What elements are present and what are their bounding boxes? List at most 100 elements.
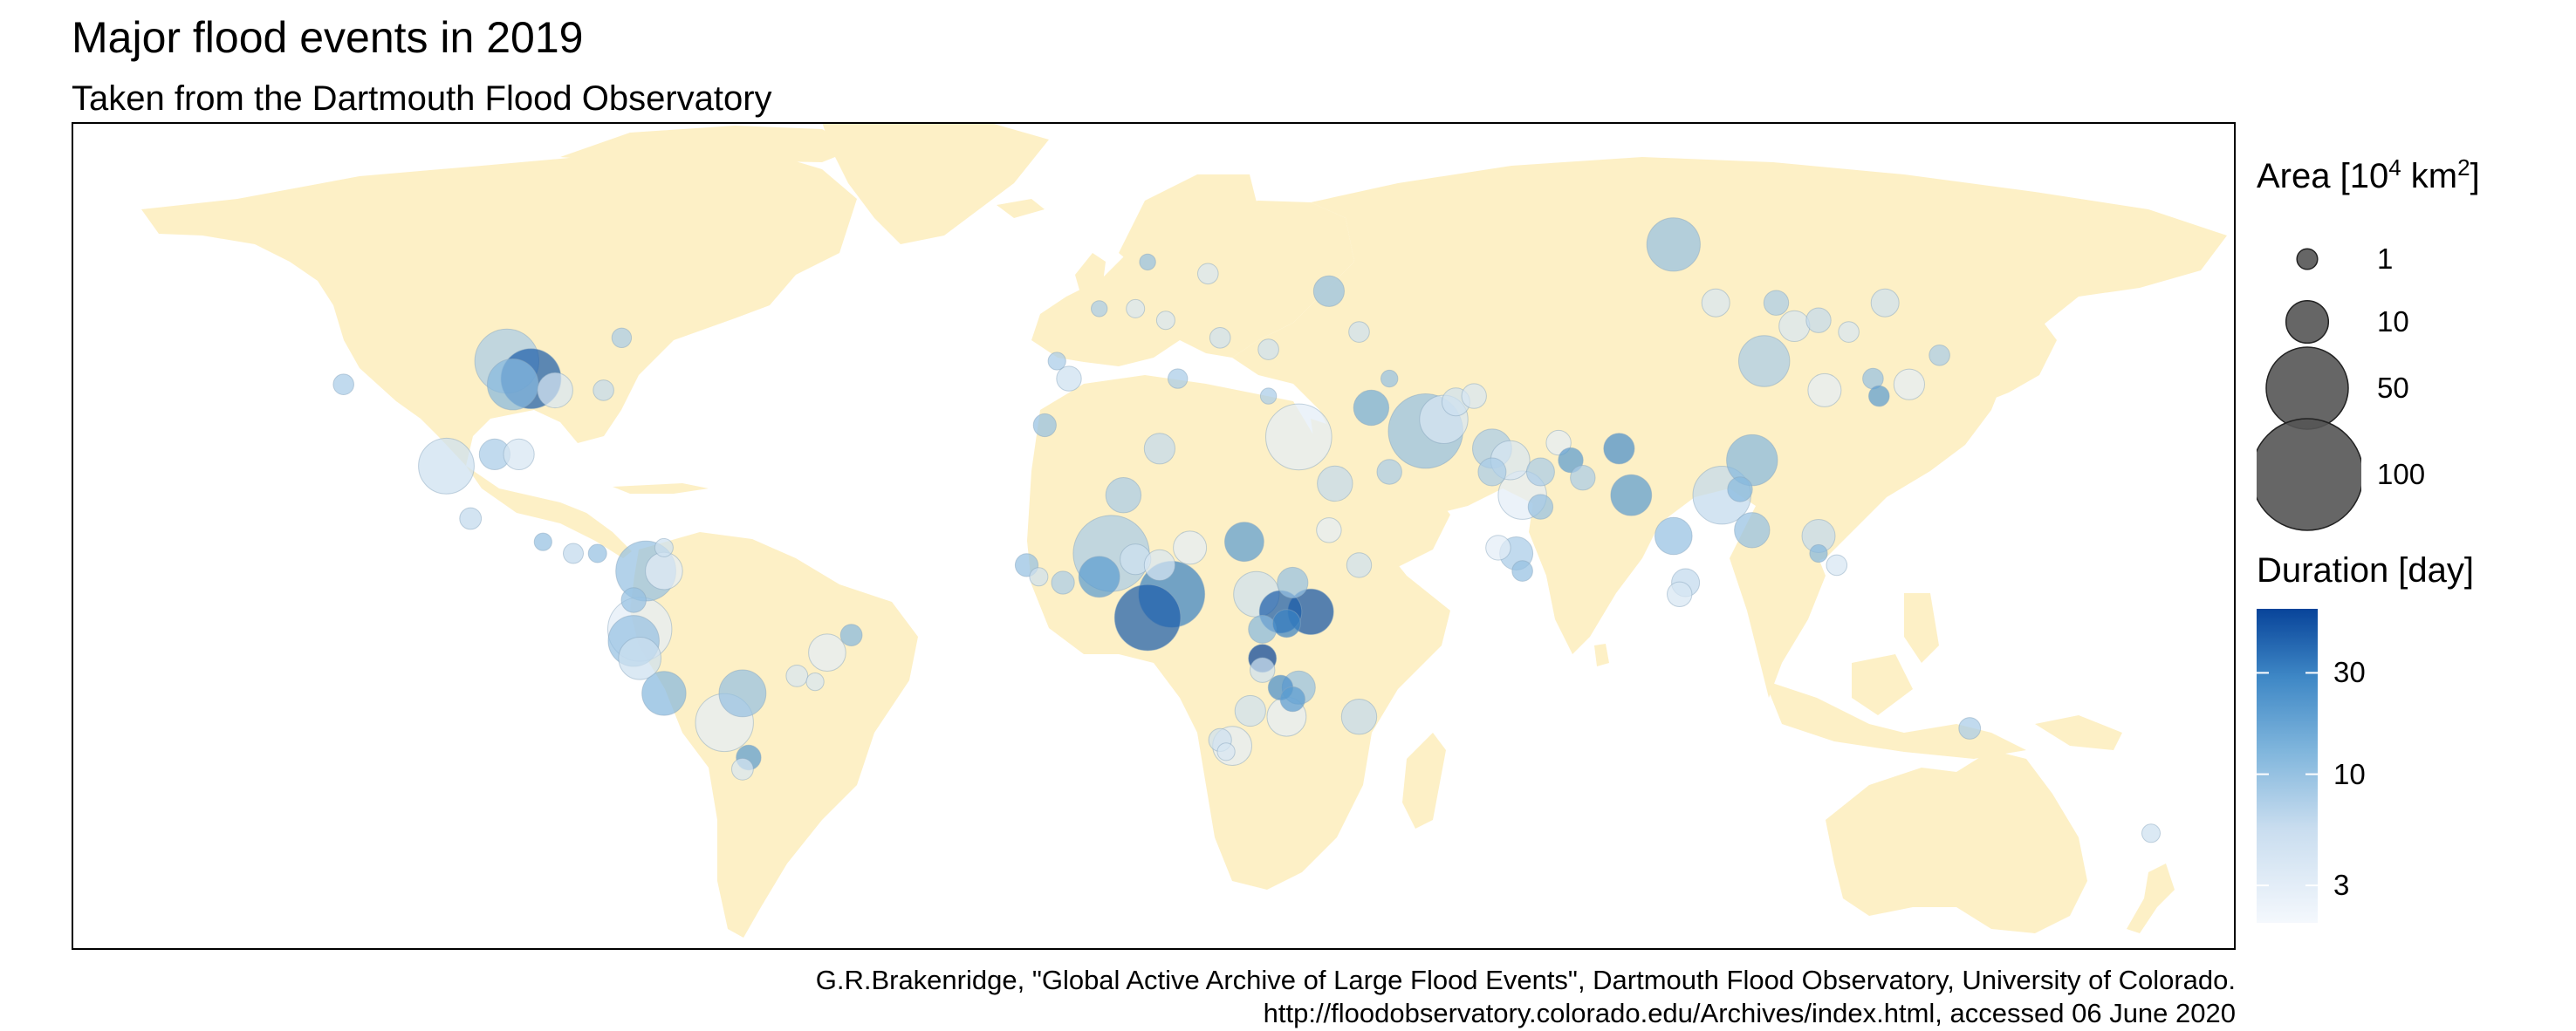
flood-event-point [1525, 457, 1555, 487]
area-legend-circle-10 [2285, 299, 2330, 345]
flood-event-point [2141, 823, 2161, 843]
flood-event-point [1265, 403, 1333, 471]
flood-event-point [1143, 433, 1176, 465]
flood-event-point [1197, 263, 1219, 285]
flood-event-point [718, 669, 767, 718]
flood-event-point [1032, 413, 1057, 438]
flood-event-point [1738, 335, 1791, 387]
flood-event-point [503, 438, 535, 470]
flood-event-point [1224, 522, 1264, 563]
flood-event-point [1209, 327, 1231, 349]
flood-event-point [731, 757, 754, 781]
flood-event-point [1610, 474, 1653, 516]
area-legend-label-10: 10 [2377, 305, 2409, 338]
flood-event-point [1250, 657, 1276, 683]
flood-event-point [1380, 369, 1399, 388]
flood-event-point [533, 532, 552, 551]
flood-event-point [1838, 321, 1860, 343]
land-new-guinea [2035, 715, 2122, 750]
flood-event-point [1143, 549, 1176, 581]
flood-event-point [1216, 742, 1236, 761]
flood-event-point [641, 671, 687, 716]
flood-event-point [1257, 338, 1279, 360]
area-legend-circle-1 [2296, 248, 2319, 270]
flood-event-point [1511, 560, 1533, 582]
flood-event-point [1279, 686, 1306, 713]
duration-colorbar-gradient [2257, 609, 2318, 923]
duration-tick-label-10: 10 [2333, 758, 2366, 790]
flood-event-point [654, 537, 674, 557]
flood-points-layer [332, 217, 2161, 843]
flood-event-point [1461, 383, 1487, 409]
flood-event-point [1826, 554, 1848, 577]
flood-event-point [1047, 352, 1066, 371]
land-indonesia [1764, 680, 2026, 759]
flood-event-point [1105, 477, 1142, 514]
flood-event-point [1485, 535, 1511, 561]
land-new-zealand [2127, 864, 2175, 933]
flood-event-point [1126, 298, 1146, 318]
flood-event-point [1271, 609, 1301, 638]
area-legend-circle-100 [2257, 418, 2361, 531]
flood-event-point [1317, 465, 1353, 502]
flood-event-point [537, 372, 573, 409]
flood-event-point [1259, 387, 1278, 405]
flood-event-point [1727, 476, 1753, 502]
flood-event-point [1868, 385, 1890, 407]
land-madagascar [1402, 733, 1446, 829]
map-title: Major flood events in 2019 [72, 13, 584, 62]
flood-event-point [1139, 253, 1156, 271]
flood-event-point [1234, 694, 1266, 727]
flood-event-point [459, 507, 483, 530]
flood-event-point [332, 373, 355, 396]
flood-event-point [1168, 368, 1189, 389]
land-japan [1987, 323, 2057, 401]
world-map-panel [72, 122, 2236, 950]
land-borneo [1852, 654, 1913, 715]
duration-colorbar [2257, 609, 2318, 923]
flood-event-point [1763, 290, 1790, 316]
flood-event-point [1734, 512, 1771, 549]
flood-event-point [1312, 275, 1346, 307]
land-india [1529, 471, 1660, 654]
land-iceland [997, 199, 1045, 218]
land-australia [1826, 750, 2087, 933]
flood-event-point [1348, 321, 1370, 343]
flood-event-point [1667, 581, 1693, 607]
flood-event-point [1376, 459, 1402, 485]
flood-event-point [620, 587, 647, 613]
flood-event-point [587, 543, 607, 563]
land-uk [1075, 253, 1106, 305]
land-caribbean [613, 483, 709, 494]
source-caption-line2: http://floodobservatory.colorado.edu/Arc… [1263, 998, 2236, 1028]
flood-event-point [1805, 307, 1832, 333]
flood-event-point [1477, 457, 1507, 487]
land-central-america [466, 466, 632, 558]
flood-event-point [1340, 699, 1378, 735]
flood-event-point [1078, 556, 1120, 598]
land-indochina [1730, 506, 1826, 698]
flood-event-point [487, 358, 539, 411]
map-frame-border [72, 122, 2236, 950]
flood-event-point [1701, 288, 1730, 317]
area-legend-symbols [2257, 248, 2361, 531]
flood-event-point [1056, 365, 1082, 392]
flood-event-point [1113, 584, 1182, 652]
flood-event-point [1570, 465, 1596, 491]
flood-event-point [1029, 567, 1049, 587]
duration-tick-label-30: 30 [2333, 656, 2366, 688]
flood-event-point [808, 633, 846, 673]
land-arctic-islands [560, 126, 857, 166]
flood-event-point [1958, 717, 1982, 740]
flood-event-point [1316, 517, 1342, 543]
flood-event-point [1346, 552, 1373, 578]
flood-event-point [1929, 344, 1950, 366]
flood-event-point [1809, 543, 1828, 563]
flood-event-point [1603, 433, 1635, 465]
flood-event-point [1870, 288, 1900, 317]
flood-event-point [618, 637, 662, 680]
flood-event-point [1655, 516, 1693, 556]
flood-event-point [1893, 368, 1925, 400]
flood-event-point [1155, 311, 1175, 331]
flood-event-point [1051, 570, 1075, 595]
